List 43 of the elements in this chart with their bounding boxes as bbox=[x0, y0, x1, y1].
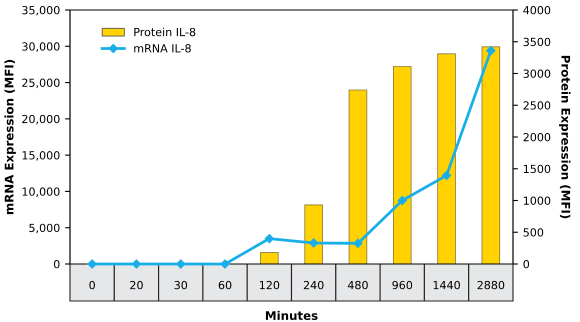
y2-tick-label: 2000 bbox=[524, 132, 550, 142]
x-tick-label: 240 bbox=[304, 280, 324, 290]
x-tick-label: 960 bbox=[392, 280, 412, 290]
y-tick-label: 30,000 bbox=[22, 42, 60, 52]
x-tick-label: 2880 bbox=[478, 280, 504, 290]
y-tick-label: 20,000 bbox=[22, 114, 60, 124]
legend-label: mRNA IL-8 bbox=[134, 44, 191, 53]
y2-tick-label: 3500 bbox=[524, 38, 550, 46]
y-tick-label: 10,000 bbox=[22, 187, 60, 197]
point bbox=[264, 234, 274, 244]
y-axis-title: mRNA Expression (MFI) bbox=[4, 60, 16, 214]
y2-tick-label: 1500 bbox=[524, 164, 550, 174]
y-tick-label: 5,000 bbox=[29, 224, 60, 234]
point bbox=[442, 170, 452, 180]
y2-tick-label: 3000 bbox=[524, 69, 550, 78]
x-tick-label: 480 bbox=[348, 280, 368, 290]
point bbox=[88, 259, 97, 269]
y2-tick-label: 2500 bbox=[524, 101, 550, 110]
y-tick-label: 15,000 bbox=[22, 151, 60, 161]
point bbox=[220, 259, 230, 269]
x-axis-title: Minutes bbox=[266, 310, 318, 320]
legend-label: Protein IL-8 bbox=[134, 28, 196, 36]
point bbox=[353, 238, 363, 248]
x-tick-label: 60 bbox=[218, 280, 232, 290]
point bbox=[132, 259, 142, 269]
point bbox=[309, 238, 318, 248]
point bbox=[176, 259, 186, 269]
y2-axis-title: Protein Expression (MFI) bbox=[559, 56, 570, 218]
y-tick-label: 25,000 bbox=[22, 78, 60, 88]
y2-tick-label: 1000 bbox=[524, 196, 550, 205]
bar bbox=[260, 252, 279, 264]
point bbox=[398, 196, 407, 206]
x-tick-label: 1440 bbox=[434, 280, 460, 290]
y2-tick-label: 0 bbox=[523, 260, 530, 268]
y-tick-label: 0 bbox=[54, 260, 60, 268]
x-tick-label: 30 bbox=[174, 280, 188, 290]
x-tick-label: 20 bbox=[130, 280, 143, 290]
y2-tick-label: 4000 bbox=[523, 6, 550, 14]
y2-tick-label: 500 bbox=[524, 228, 544, 237]
point bbox=[486, 46, 496, 56]
y-tick-label: 35,000 bbox=[22, 6, 60, 16]
x-tick-label: 0 bbox=[89, 280, 95, 290]
x-tick-label: 120 bbox=[260, 280, 280, 290]
